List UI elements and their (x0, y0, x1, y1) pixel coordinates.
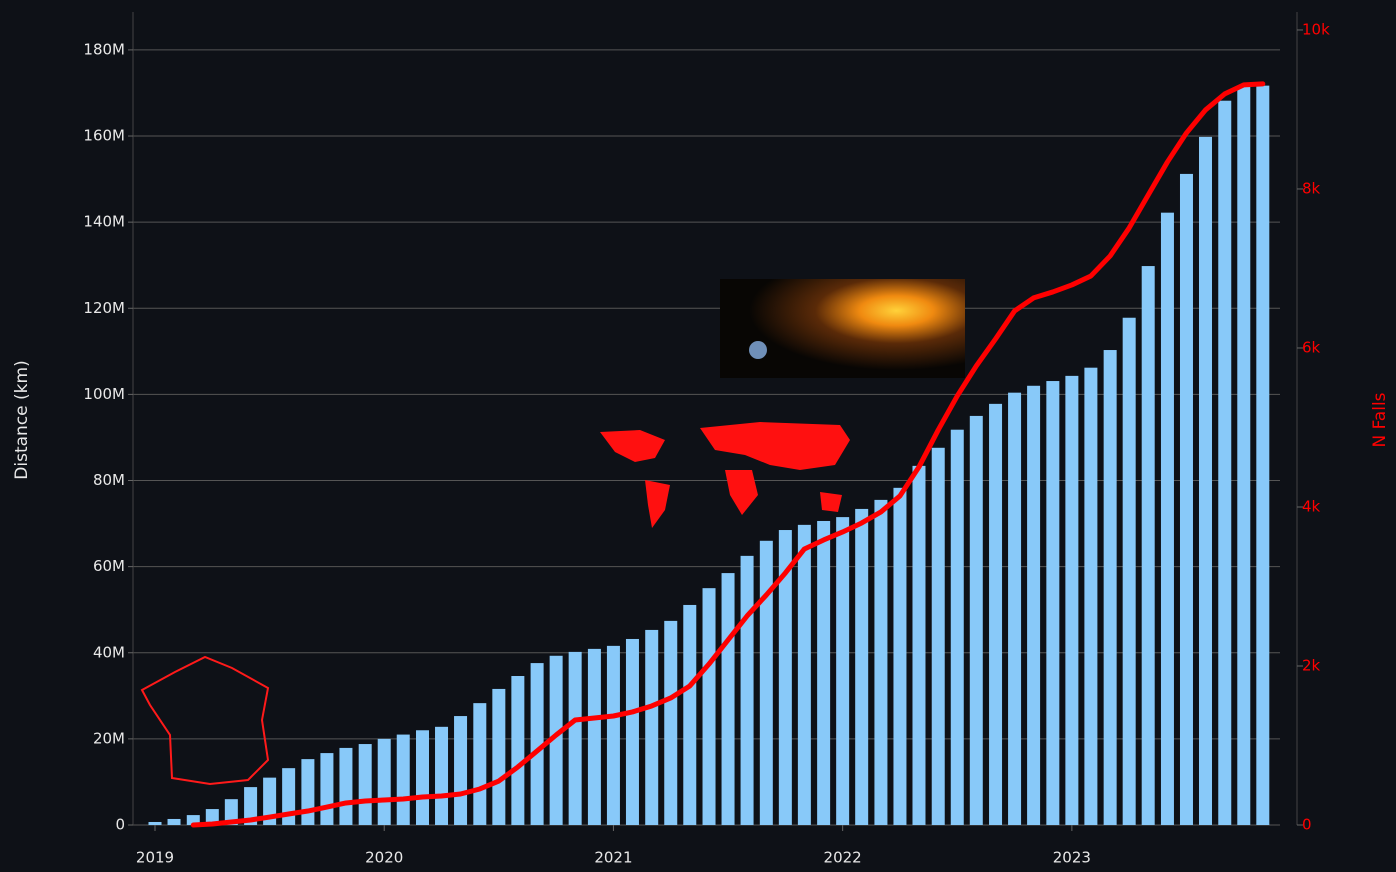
bar (339, 747, 353, 825)
bar (1084, 367, 1098, 825)
y2-tick-label: 6k (1302, 338, 1321, 356)
bar (874, 499, 888, 825)
decorations (140, 279, 965, 786)
bar (205, 809, 219, 825)
world-map (600, 422, 850, 528)
line (190, 81, 1266, 828)
y-tick-label: 140M (83, 213, 125, 231)
y2-tick-label: 8k (1302, 179, 1321, 197)
x-tick-label: 2023 (1053, 849, 1091, 867)
bar (587, 648, 601, 825)
bar (1256, 85, 1270, 825)
bar (645, 629, 659, 825)
bar (511, 676, 525, 825)
bar (416, 730, 430, 825)
earth (749, 341, 767, 359)
y2-tick-label: 2k (1302, 656, 1321, 674)
y2-axis-title: N Falls (1370, 392, 1390, 447)
bar (1160, 212, 1174, 825)
bar (950, 429, 964, 825)
bar (224, 799, 238, 825)
x-tick-label: 2019 (136, 849, 174, 867)
bar (358, 744, 372, 825)
bar (740, 555, 754, 825)
bar (263, 777, 277, 825)
bar (702, 588, 716, 825)
bar (1046, 381, 1060, 825)
y-tick-label: 100M (83, 385, 125, 403)
y-tick-label: 80M (93, 471, 125, 489)
bar (778, 530, 792, 825)
bar (1237, 85, 1251, 825)
bar (1065, 375, 1079, 825)
bar (969, 415, 983, 825)
bar (244, 787, 258, 825)
bar (893, 487, 907, 825)
bar (1179, 173, 1193, 825)
bar (855, 508, 869, 825)
bar (1027, 385, 1041, 825)
y2-tick-label: 4k (1302, 497, 1321, 515)
bar (1218, 100, 1232, 826)
bar (186, 815, 200, 825)
bar (320, 753, 334, 825)
bar (473, 703, 487, 825)
bar (683, 604, 697, 825)
bar (912, 465, 926, 825)
bar (759, 540, 773, 825)
y-tick-label: 160M (83, 127, 125, 145)
bar (435, 726, 449, 825)
y-tick-label: 180M (83, 40, 125, 58)
bar (989, 403, 1003, 825)
bar (606, 645, 620, 825)
bar (377, 738, 391, 825)
x-tick-label: 2022 (824, 849, 862, 867)
y-axis-title: Distance (km) (12, 360, 32, 479)
bar (301, 759, 315, 825)
bar (167, 818, 181, 825)
bar (1141, 266, 1155, 825)
bar (1199, 136, 1213, 825)
bar (797, 524, 811, 825)
bar (282, 768, 296, 825)
bar (1008, 392, 1022, 825)
france-map (140, 655, 270, 786)
bar (625, 638, 639, 825)
bar (568, 651, 582, 825)
y-tick-label: 20M (93, 729, 125, 747)
bar (836, 517, 850, 825)
bar (549, 655, 563, 825)
bar (1103, 350, 1117, 825)
y-tick-label: 0 (115, 816, 125, 834)
bar (817, 520, 831, 825)
y-tick-label: 120M (83, 299, 125, 317)
bar (721, 573, 735, 825)
bar (454, 716, 468, 825)
sun-image (720, 279, 965, 378)
bar (664, 620, 678, 825)
x-tick-label: 2020 (365, 849, 403, 867)
x-tick-label: 2021 (594, 849, 632, 867)
bar (530, 663, 544, 825)
bar (1122, 317, 1136, 825)
y2-tick-label: 0 (1302, 816, 1312, 834)
bar (396, 734, 410, 825)
y-tick-label: 60M (93, 557, 125, 575)
y-tick-label: 40M (93, 643, 125, 661)
marks (148, 85, 1270, 826)
bar (931, 447, 945, 825)
bar (148, 821, 162, 825)
y2-tick-label: 10k (1302, 20, 1330, 38)
bar (492, 688, 506, 825)
